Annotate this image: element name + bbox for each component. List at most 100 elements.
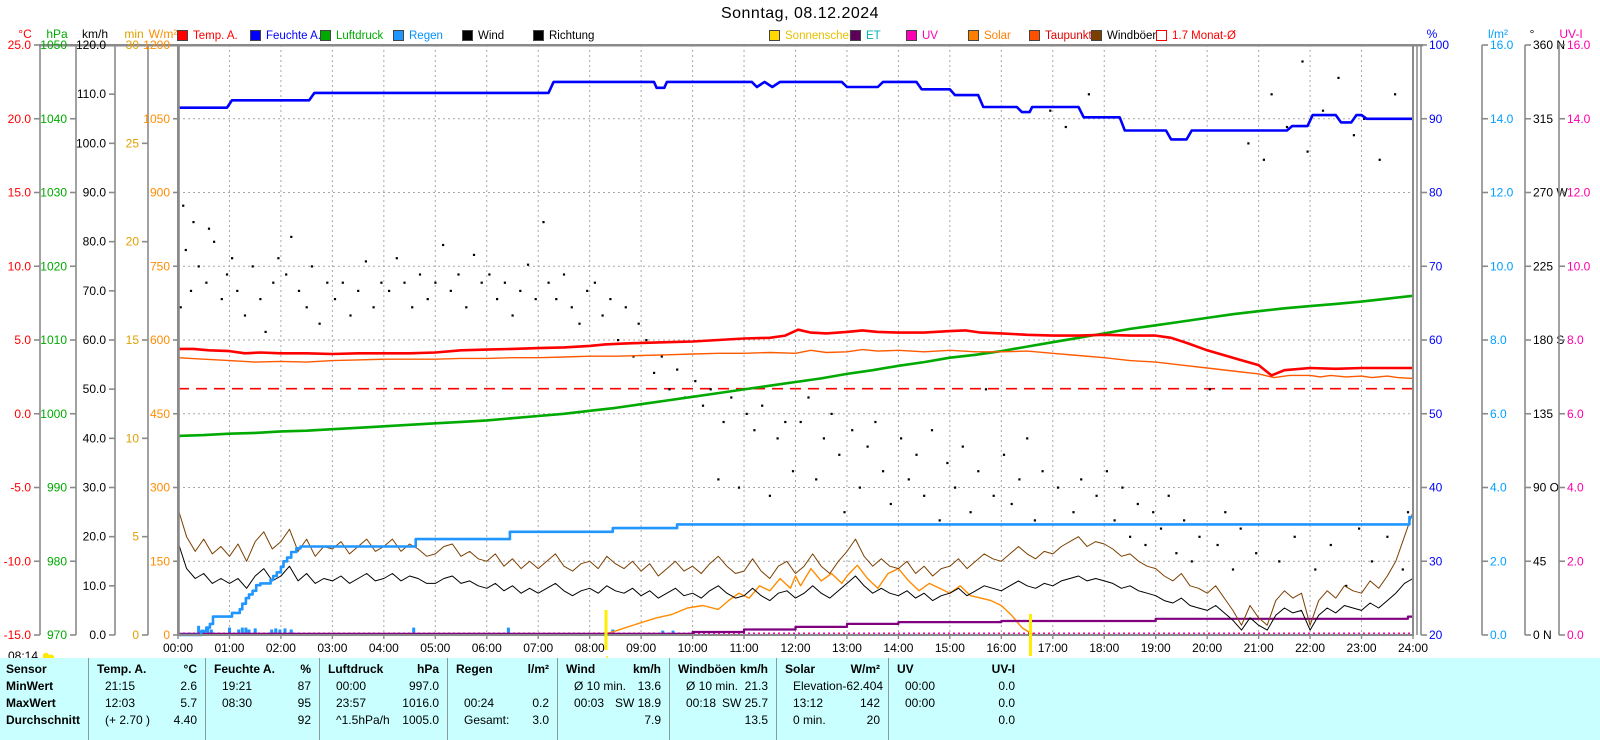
svg-text:1030: 1030 [40,186,67,200]
svg-text:135: 135 [1533,407,1553,421]
chart-title: Sonntag, 08.12.2024 [720,5,880,22]
stat-value: 13.6 [637,679,661,693]
column-unit: l/m² [527,662,549,676]
legend-item-regen: Regen [393,29,443,42]
svg-text:25: 25 [126,136,140,150]
svg-text:20.0: 20.0 [8,112,32,126]
svg-text:5.0: 5.0 [14,333,31,347]
stat-time: 0 min. [793,713,826,727]
legend-swatch-icon [1029,30,1040,41]
svg-text:1000: 1000 [40,407,67,421]
column-label: Windböen [678,662,736,676]
stat-time: 12:03 [105,696,136,710]
svg-text:1050: 1050 [143,112,170,126]
svg-text:970: 970 [47,628,67,642]
svg-text:20:00: 20:00 [1192,641,1222,655]
axis-unit-kmh: km/h [81,27,109,41]
svg-text:100: 100 [1429,38,1449,52]
legend-label: Feuchte A. [266,29,321,42]
column-label: Wind [566,662,596,676]
svg-text:1010: 1010 [40,333,67,347]
axis-unit-%: % [1426,27,1438,41]
axis-unit-lm: l/m² [1488,27,1508,41]
svg-text:750: 750 [150,259,170,273]
svg-text:20.0: 20.0 [83,530,107,544]
svg-text:1050: 1050 [40,38,67,52]
legend-item-uv: UV [906,29,938,42]
svg-text:10: 10 [126,431,140,445]
legend-swatch-icon [393,30,404,41]
svg-text:10.0: 10.0 [1490,259,1514,273]
legend-label: Taupunkt [1045,29,1092,42]
table-column-solar: Solar W/m² Elevation -62.404 13:12 142 0 min. 2… [776,658,888,740]
svg-text:24:00: 24:00 [1398,641,1428,655]
table-column-regen: Regen l/m² 00:24 0.2 Gesamt: 3.0 [447,658,557,740]
svg-text:70.0: 70.0 [83,284,107,298]
stat-time: 00:03 [574,696,605,710]
svg-text:60: 60 [1429,333,1443,347]
svg-text:14.0: 14.0 [1490,112,1514,126]
stat-value: SW 25.7 [721,696,768,710]
stat-time: 21:15 [105,679,136,693]
svg-text:15.0: 15.0 [8,186,32,200]
svg-text:-15.0: -15.0 [4,628,32,642]
axis-unit-hPa: hPa [46,27,68,41]
legend-item-et: ET [850,29,881,42]
axis-lm-right: 16.0 14.0 12.0 10.0 8.0 6.0 4.0 2.0 0.0 [1481,38,1514,642]
stat-value: 20 [866,713,880,727]
axis-unit-UVI: UV-I [1559,27,1583,41]
svg-text:30: 30 [126,38,140,52]
stat-time: Gesamt: [464,713,510,727]
legend-swatch-icon [906,30,917,41]
svg-text:02:00: 02:00 [266,641,296,655]
svg-text:10:00: 10:00 [678,641,708,655]
axis-min-left: 30 25 20 15 10 5 0 [126,38,149,642]
legend-label: 1.7 Monat-Ø [1172,29,1236,42]
column-unit: % [300,662,311,676]
stat-time: 19:21 [222,679,253,693]
svg-text:0: 0 [163,628,170,642]
svg-text:120.0: 120.0 [76,38,106,52]
svg-text:0.0: 0.0 [1490,628,1507,642]
legend-item-temp-a-: Temp. A. [177,29,238,42]
stat-time: 08:30 [222,696,253,710]
svg-text:16.0: 16.0 [1490,38,1514,52]
legend-label: Regen [409,29,443,42]
series-temp-a- [178,328,1413,377]
series-et [178,615,1413,635]
stat-time: 00:18 [686,696,717,710]
svg-text:2.0: 2.0 [1567,554,1584,568]
svg-text:6.0: 6.0 [1567,407,1584,421]
stat-value: 0.0 [998,713,1015,727]
legend-label: Sonnenschein [785,29,858,42]
legend-label: Luftdruck [336,29,384,42]
column-unit: UV-I [991,662,1015,676]
stat-value: 95 [297,696,311,710]
svg-text:14.0: 14.0 [1567,112,1591,126]
svg-text:22:00: 22:00 [1295,641,1325,655]
svg-text:10.0: 10.0 [83,579,107,593]
table-column-uv: UV UV-I 00:00 0.0 00:00 0.0 0.0 [888,658,1023,740]
svg-text:20: 20 [126,235,140,249]
svg-text:12.0: 12.0 [1490,186,1514,200]
series-wind [177,541,1414,631]
column-label: Regen [456,662,493,676]
stat-time: 23:57 [336,696,367,710]
svg-text:23:00: 23:00 [1347,641,1377,655]
table-column-windb-en: Windböen km/h Ø 10 min. 21.3 00:18 SW 25.7 13.… [669,658,776,740]
legend-swatch-icon [769,30,780,41]
svg-text:90: 90 [1429,112,1443,126]
stat-value: SW 18.9 [614,696,661,710]
svg-text:225: 225 [1533,259,1553,273]
svg-text:30: 30 [1429,554,1443,568]
svg-text:150: 150 [150,554,170,568]
stat-time [889,712,905,729]
svg-text:18:00: 18:00 [1089,641,1119,655]
stat-value: 1005.0 [402,713,439,727]
legend-swatch-icon [462,30,473,41]
column-unit: km/h [632,662,661,676]
svg-text:0.0: 0.0 [14,407,31,421]
svg-text:300: 300 [150,481,170,495]
bottom-left-time: 08:14 [8,649,38,660]
axis-unit-Wm: W/m² [148,27,178,41]
